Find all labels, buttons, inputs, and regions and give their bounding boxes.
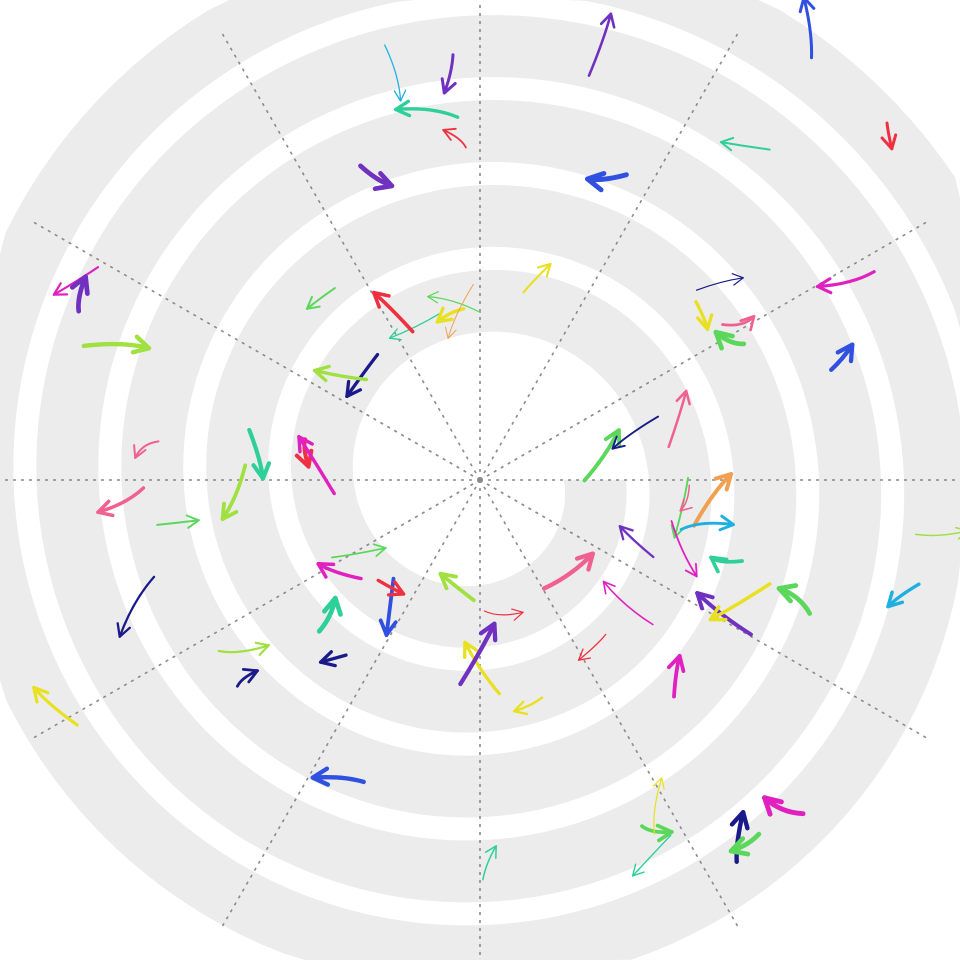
- arrow-glyph: [483, 608, 524, 621]
- arrow-glyph: [582, 428, 622, 483]
- arrow-glyph: [577, 633, 607, 661]
- arrow-glyph: [709, 555, 744, 574]
- arrow-glyph: [618, 525, 655, 559]
- arrow-glyph: [798, 0, 816, 60]
- arrow-glyph: [96, 486, 146, 518]
- arrow-glyph: [156, 514, 200, 529]
- arrow-glyph: [133, 440, 160, 459]
- arrow-glyph: [438, 571, 476, 603]
- arrow-glyph: [585, 170, 629, 193]
- arrow-glyph: [440, 53, 457, 95]
- arrow-glyph: [388, 312, 441, 341]
- arrow-glyph: [312, 364, 368, 383]
- arrow-glyph: [522, 262, 552, 294]
- arrow-glyph: [829, 342, 855, 372]
- arrow-glyph: [667, 654, 686, 699]
- arrow-glyph: [880, 121, 898, 151]
- arrow-glyph: [679, 484, 693, 512]
- arrow-glyph: [541, 551, 595, 591]
- arrow-glyph: [719, 136, 771, 152]
- arrow-glyph: [652, 777, 665, 835]
- arrow-glyph: [384, 44, 407, 102]
- arrow-glyph: [670, 520, 698, 578]
- arrow-glyph: [81, 334, 152, 355]
- arrow-glyph: [376, 578, 406, 597]
- arrow-glyph: [776, 583, 813, 616]
- arrow-glyph: [728, 831, 762, 857]
- arrow-glyph: [713, 329, 747, 351]
- arrow-glyph: [358, 163, 395, 192]
- arrow-glyph: [330, 543, 387, 559]
- arrow-glyph: [318, 650, 348, 668]
- arrow-glyph: [69, 274, 90, 314]
- arrow-glyph: [815, 270, 876, 295]
- arrow-glyph: [679, 514, 735, 532]
- arrow-glyph: [442, 127, 467, 149]
- arrow-glyph: [463, 640, 502, 696]
- arrow-glyph: [316, 595, 343, 634]
- spoke-line: [479, 29, 741, 481]
- spoke-line: [219, 479, 481, 931]
- spoke-line: [219, 29, 481, 481]
- arrow-glyph: [345, 352, 380, 399]
- arrow-glyph: [886, 582, 921, 609]
- arrow-glyph: [217, 641, 270, 656]
- arrow-glyph: [220, 463, 248, 521]
- arrow-glyph: [482, 845, 497, 881]
- spoke-line: [479, 479, 741, 931]
- arrow-glyph: [667, 389, 691, 449]
- arrow-glyph: [394, 99, 460, 119]
- spoke-line: [479, 479, 931, 741]
- arrow-glyph: [435, 306, 466, 324]
- spoke-line: [479, 219, 931, 481]
- arrow-field: [32, 0, 960, 881]
- arrow-glyph: [708, 582, 772, 622]
- arrow-glyph: [692, 472, 734, 528]
- arrow-glyph: [512, 696, 544, 716]
- arrow-glyph: [297, 435, 336, 496]
- arrow-glyph: [762, 795, 806, 817]
- spoke-line: [29, 479, 481, 741]
- arrow-glyph: [458, 621, 498, 687]
- arrow-glyph: [32, 685, 79, 727]
- arrow-glyph: [631, 834, 672, 877]
- arrow-glyph: [445, 283, 474, 339]
- arrow-glyph: [305, 287, 336, 310]
- arrow-glyph: [247, 427, 272, 481]
- arrow-glyph: [316, 561, 363, 581]
- arrow-glyph: [587, 12, 616, 77]
- arrow-glyph: [695, 273, 744, 291]
- arrow-glyph: [611, 415, 660, 450]
- arrow-glyph: [427, 291, 481, 314]
- arrow-glyph: [721, 314, 756, 332]
- arrow-glyph: [602, 580, 654, 626]
- arrow-glyph: [694, 300, 714, 331]
- arrow-glyph: [236, 668, 259, 688]
- arrow-glyph: [729, 810, 750, 864]
- arrow-glyph: [310, 766, 366, 787]
- spoke-line: [29, 219, 481, 481]
- arrow-glyph: [378, 576, 398, 637]
- arrow-glyph: [372, 290, 415, 334]
- arrow-glyph: [116, 575, 156, 638]
